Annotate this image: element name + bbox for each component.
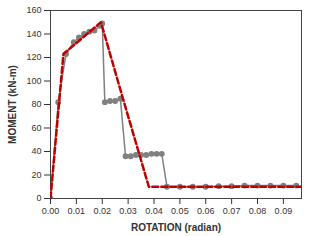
svg-text:0: 0 <box>36 193 41 203</box>
svg-text:140: 140 <box>26 29 41 39</box>
svg-text:120: 120 <box>26 52 41 62</box>
svg-text:0.08: 0.08 <box>249 206 267 216</box>
svg-text:20: 20 <box>31 170 41 180</box>
svg-text:0.05: 0.05 <box>171 206 189 216</box>
svg-text:0.00: 0.00 <box>42 206 60 216</box>
svg-text:0.03: 0.03 <box>119 206 137 216</box>
svg-text:40: 40 <box>31 146 41 156</box>
svg-text:MOMENT (kN-m): MOMENT (kN-m) <box>7 65 18 144</box>
svg-text:0.09: 0.09 <box>275 206 293 216</box>
svg-text:160: 160 <box>26 5 41 15</box>
svg-text:0.02: 0.02 <box>93 206 111 216</box>
svg-text:80: 80 <box>31 99 41 109</box>
svg-text:0.01: 0.01 <box>68 206 86 216</box>
svg-text:0.07: 0.07 <box>223 206 241 216</box>
svg-text:0.06: 0.06 <box>197 206 215 216</box>
svg-text:0.04: 0.04 <box>145 206 163 216</box>
svg-text:100: 100 <box>26 76 41 86</box>
svg-text:60: 60 <box>31 123 41 133</box>
svg-text:ROTATION (radian): ROTATION (radian) <box>131 222 221 233</box>
